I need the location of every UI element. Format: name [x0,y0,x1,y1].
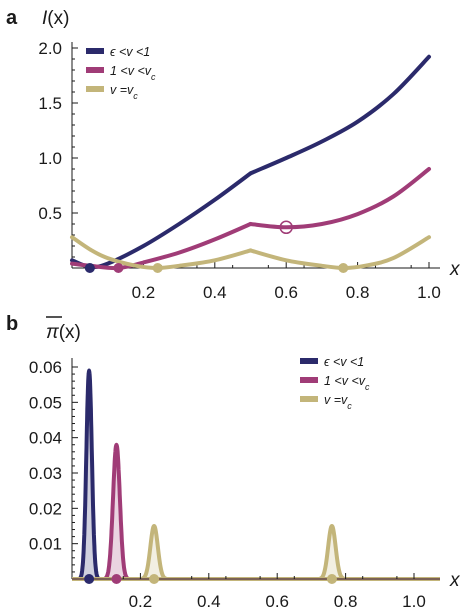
minimum-dot [152,263,163,273]
y-tick-label: 0.02 [29,499,62,518]
minimum-dot [84,263,95,273]
panel-a-letter: a [6,7,18,29]
peak-line-3 [318,524,346,581]
panel-b-ylabel: π(x) [46,322,81,343]
legend-label: 1 <v <vc [324,374,370,392]
x-tick-label: 0.4 [197,592,221,611]
y-tick-label: 1.5 [38,94,62,113]
y-tick-label: 0.05 [29,393,62,412]
peak-line-2 [104,442,129,580]
y-tick-label: 1.0 [38,149,62,168]
y-tick-label: 0.04 [29,429,62,448]
series-line-2 [70,222,253,271]
peak-line-3 [140,524,168,581]
minimum-dot [326,574,337,584]
minimum-dot [84,574,95,584]
minimum-dot [149,574,160,584]
panel-b-plot: 0.2 0.4 0.6 0.8 1.0 0.01 0.02 0.03 0.04 0.05 0.06 ϵ… [29,355,440,611]
x-tick-label: 0.2 [129,592,153,611]
x-tick-label: 0.4 [203,283,227,302]
peak-line-1 [78,368,100,579]
minimum-dot [113,263,124,273]
panel-b-xlabel: x [449,570,461,591]
y-tick-label: 0.5 [38,204,62,223]
legend-label: ϵ <v <1 [110,45,150,59]
x-tick-label: 0.6 [274,283,298,302]
x-tick-label: 0.8 [334,592,358,611]
x-tick-label: 1.0 [402,592,426,611]
legend-label: v =vc [324,393,352,411]
legend-label: ϵ <v <1 [324,355,364,369]
panel-a-xlabel: x [449,259,461,280]
series-line-3 [70,235,253,270]
minimum-dot [338,263,349,273]
legend-label: 1 <v <vc [110,64,156,82]
panel-a-ylabel: I(x) [42,8,69,29]
y-tick-label: 0.03 [29,464,62,483]
series-line-3 [248,235,431,270]
series-line-2 [248,167,431,230]
y-tick-label: 0.06 [29,358,62,377]
y-tick-label: 2.0 [38,39,62,58]
series-line-1 [248,54,431,176]
x-tick-label: 0.6 [265,592,289,611]
x-tick-label: 1.0 [417,283,441,302]
x-tick-label: 0.8 [346,283,370,302]
panel-b-letter: b [6,313,18,335]
y-tick-label: 0.01 [29,535,62,554]
panel-a-plot: 0.2 0.4 0.6 0.8 1.0 0.5 1.0 1.5 2.0 ϵ <v <1 1 <v <… [38,39,440,302]
minimum-dot [111,574,122,584]
open-circle-marker [279,220,293,235]
legend-label: v =vc [110,83,138,101]
x-tick-label: 0.2 [132,283,156,302]
